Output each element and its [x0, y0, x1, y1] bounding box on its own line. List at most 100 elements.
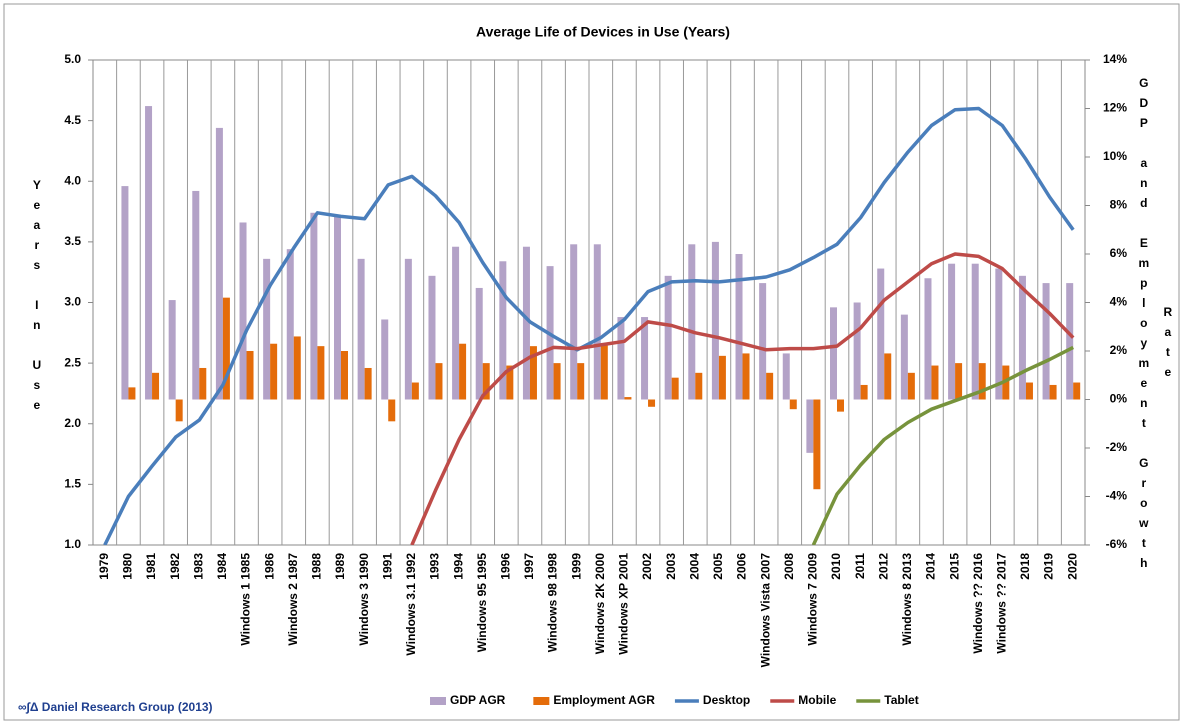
bar — [924, 278, 932, 400]
y-axis-label: Years In Use — [30, 178, 44, 418]
bar — [860, 384, 868, 400]
y-tick-label: 1.5 — [64, 477, 81, 491]
bar — [664, 275, 672, 400]
x-tick-label: 1996 — [499, 553, 513, 580]
bar — [711, 241, 719, 400]
x-tick-label: 1989 — [333, 553, 347, 580]
bar — [499, 261, 507, 400]
bar — [381, 319, 389, 400]
x-tick-label: 2018 — [1018, 553, 1032, 580]
bar — [718, 355, 726, 400]
x-tick-label: 2020 — [1065, 553, 1079, 580]
y-tick-label: 5.0 — [64, 52, 81, 66]
bar — [570, 244, 578, 400]
bar — [1018, 275, 1026, 400]
line — [811, 345, 1074, 545]
x-tick-label: 2012 — [876, 553, 890, 580]
x-tick-label: 2015 — [947, 553, 961, 580]
x-tick-label: Windows 2 1987 — [286, 553, 300, 646]
bar — [830, 307, 837, 400]
bar — [955, 363, 963, 400]
y-tick-label: 2.5 — [64, 355, 81, 369]
y2-tick-label: 14% — [1103, 52, 1127, 66]
x-tick-label: Windows ?? 2017 — [995, 553, 1009, 654]
bar — [648, 399, 656, 407]
bar — [529, 346, 537, 400]
bar — [624, 397, 632, 400]
bar — [813, 399, 821, 490]
x-tick-label: 2010 — [829, 553, 843, 580]
line — [103, 106, 1075, 545]
bar — [1042, 283, 1050, 400]
bar — [688, 244, 696, 400]
x-tick-label: 2005 — [711, 553, 725, 580]
chart-border — [3, 3, 1180, 721]
x-tick-label: 2004 — [687, 553, 701, 580]
bar — [1025, 382, 1033, 400]
bar — [593, 244, 601, 400]
y2-tick-label: 6% — [1110, 246, 1128, 260]
bar — [199, 367, 207, 400]
y2-tick-label: -6% — [1106, 537, 1128, 551]
legend-label: Desktop — [703, 693, 750, 707]
y2-tick-label: 8% — [1110, 198, 1128, 212]
bar — [900, 314, 908, 400]
y2-axis-label: Rate — [1161, 305, 1175, 385]
bar — [735, 254, 743, 400]
bar — [907, 372, 915, 400]
bar — [121, 186, 129, 400]
bar — [782, 353, 790, 400]
x-tick-label: 1982 — [168, 553, 182, 580]
x-tick-label: 1994 — [451, 553, 465, 580]
x-tick-label: 1981 — [144, 553, 158, 580]
legend-label: Mobile — [798, 693, 836, 707]
x-tick-label: 1986 — [262, 553, 276, 580]
bar — [270, 343, 278, 400]
bar — [459, 343, 467, 400]
bar — [263, 258, 271, 400]
x-tick-label: 2019 — [1042, 553, 1056, 580]
bar — [152, 372, 160, 400]
y2-tick-label: -2% — [1106, 440, 1128, 454]
x-tick-label: Windows Vista 2007 — [758, 553, 772, 668]
legend-swatch — [430, 697, 446, 705]
x-tick-label: Windows 98 1998 — [546, 553, 560, 653]
bar — [931, 365, 939, 400]
bar — [837, 399, 844, 412]
bar — [1073, 382, 1081, 400]
y2-tick-label: 2% — [1110, 343, 1128, 357]
x-tick-label: 1997 — [522, 553, 536, 580]
legend-swatch — [533, 697, 550, 705]
y2-tick-label: 4% — [1110, 295, 1128, 309]
bar — [239, 222, 247, 400]
bar — [145, 106, 153, 400]
x-tick-label: 2008 — [782, 553, 796, 580]
chart-title: Average Life of Devices in Use (Years) — [476, 24, 730, 40]
bar — [853, 302, 861, 400]
line — [410, 252, 1075, 545]
x-tick-label: 2006 — [735, 553, 749, 580]
bar — [948, 263, 956, 400]
x-tick-label: 1988 — [310, 553, 324, 580]
bar — [286, 249, 294, 400]
x-tick-label: 1991 — [380, 553, 394, 580]
bar — [971, 263, 979, 400]
legend-label: Employment AGR — [553, 693, 655, 707]
x-tick-label: Windows 7 2009 — [806, 553, 820, 646]
bar — [364, 367, 372, 400]
bar — [475, 287, 483, 400]
bar — [522, 246, 530, 400]
bar — [482, 363, 490, 400]
y-tick-label: 4.0 — [64, 173, 81, 187]
x-tick-label: 1980 — [121, 553, 135, 580]
x-tick-label: 1993 — [428, 553, 442, 580]
bar — [1049, 384, 1057, 400]
y-tick-label: 3.5 — [64, 234, 81, 248]
x-tick-label: 1999 — [569, 553, 583, 580]
legend-label: Tablet — [884, 693, 918, 707]
bar — [577, 363, 585, 400]
x-tick-label: Windows 8 2013 — [900, 553, 914, 646]
legend-label: GDP AGR — [450, 693, 506, 707]
bar — [310, 212, 318, 400]
x-tick-label: 1983 — [191, 553, 205, 580]
